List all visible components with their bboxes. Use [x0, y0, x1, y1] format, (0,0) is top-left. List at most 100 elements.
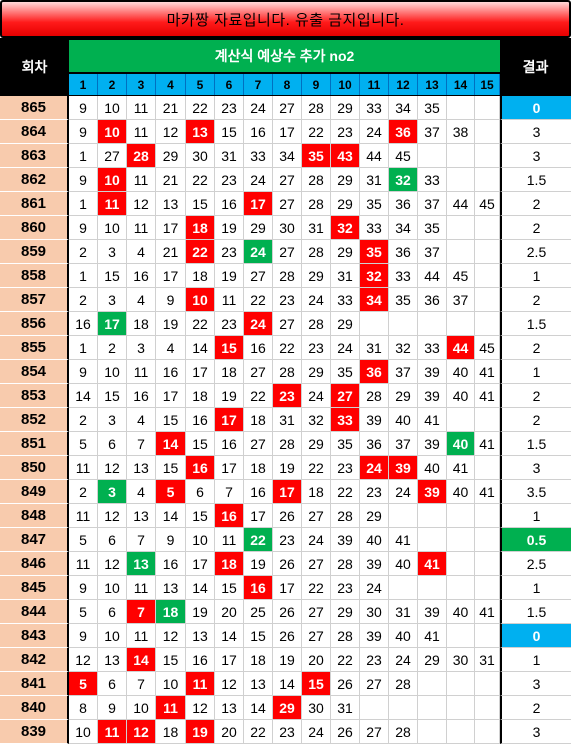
number-cell: 16 [244, 576, 273, 600]
number-cell: 10 [98, 168, 127, 192]
number-cell: 16 [215, 504, 244, 528]
number-cell: 28 [273, 432, 302, 456]
number-cell: 9 [69, 96, 98, 120]
number-cell: 35 [389, 288, 418, 312]
number-cell [447, 144, 475, 168]
table-title: 계산식 예상수 추가 no2 [69, 40, 500, 72]
table-row: 840 8 9 10 11 12 13 14 29 30 31 2 [0, 696, 571, 720]
round-number: 840 [0, 696, 69, 720]
number-cell [475, 312, 500, 336]
round-number: 858 [0, 264, 69, 288]
number-cell: 33 [389, 264, 418, 288]
number-cell: 24 [360, 456, 389, 480]
number-cell: 31 [331, 264, 360, 288]
column-number-12: 12 [389, 74, 418, 95]
number-cell: 9 [156, 288, 186, 312]
round-number: 843 [0, 624, 69, 648]
round-number: 849 [0, 480, 69, 504]
round-number: 863 [0, 144, 69, 168]
number-cell: 30 [186, 144, 215, 168]
number-cell [447, 312, 475, 336]
number-cell: 34 [273, 144, 302, 168]
number-cell: 41 [418, 624, 447, 648]
number-cell: 28 [273, 264, 302, 288]
round-number: 854 [0, 360, 69, 384]
number-cell: 23 [331, 456, 360, 480]
result-cell: 2 [500, 336, 571, 360]
number-cell: 6 [186, 480, 215, 504]
table-row: 861 1 11 12 13 15 16 17 27 28 29 35 36 37 44 45 2 [0, 192, 571, 216]
number-cell: 6 [98, 432, 127, 456]
number-cell: 22 [331, 480, 360, 504]
number-cell [447, 216, 475, 240]
number-cell: 34 [389, 96, 418, 120]
number-cell: 29 [331, 96, 360, 120]
number-cell: 24 [244, 312, 273, 336]
number-cell: 31 [360, 336, 389, 360]
number-cell: 2 [69, 240, 98, 264]
number-cell: 3 [127, 336, 156, 360]
number-cell: 16 [69, 312, 98, 336]
round-number: 850 [0, 456, 69, 480]
number-cell: 41 [475, 360, 500, 384]
round-number: 841 [0, 672, 69, 696]
number-cell: 30 [273, 216, 302, 240]
column-number-5: 5 [186, 74, 215, 95]
number-cell: 3 [98, 288, 127, 312]
column-number-13: 13 [418, 74, 447, 95]
number-cell: 22 [244, 528, 273, 552]
number-cell: 13 [98, 648, 127, 672]
number-cell: 22 [302, 456, 331, 480]
result-cell: 1.5 [500, 168, 571, 192]
number-cell: 23 [273, 384, 302, 408]
number-cell: 36 [360, 432, 389, 456]
number-cell: 7 [127, 528, 156, 552]
number-cell: 18 [244, 456, 273, 480]
number-cell: 16 [244, 336, 273, 360]
number-cell: 15 [186, 432, 215, 456]
number-cell: 29 [331, 192, 360, 216]
result-cell: 2 [500, 384, 571, 408]
number-cell: 22 [302, 120, 331, 144]
table-row: 849 2 3 4 5 6 7 16 17 18 22 23 24 39 40 41 3.5 [0, 480, 571, 504]
number-cell: 11 [69, 552, 98, 576]
number-cell: 10 [98, 96, 127, 120]
number-cell: 10 [127, 696, 156, 720]
column-number-3: 3 [127, 74, 156, 95]
round-number: 851 [0, 432, 69, 456]
number-cell: 40 [447, 360, 475, 384]
result-cell: 3 [500, 120, 571, 144]
number-cell: 12 [186, 696, 215, 720]
number-cell: 24 [389, 480, 418, 504]
number-cell: 20 [215, 600, 244, 624]
number-cell: 1 [69, 144, 98, 168]
number-cell: 26 [331, 720, 360, 744]
round-number: 856 [0, 312, 69, 336]
number-cell: 23 [215, 96, 244, 120]
number-cell: 29 [418, 648, 447, 672]
number-cell: 17 [215, 456, 244, 480]
number-cell: 32 [360, 264, 389, 288]
number-cell: 40 [389, 624, 418, 648]
number-cell: 20 [302, 648, 331, 672]
number-cell [360, 312, 389, 336]
number-cell: 21 [156, 168, 186, 192]
number-cell: 41 [418, 552, 447, 576]
number-cell: 15 [302, 672, 331, 696]
number-cell [475, 288, 500, 312]
number-cell: 23 [273, 288, 302, 312]
number-cell: 14 [69, 384, 98, 408]
number-cell: 14 [127, 648, 156, 672]
number-cell: 16 [186, 456, 215, 480]
table-row: 864 9 10 11 12 13 15 16 17 22 23 24 36 37 38 3 [0, 120, 571, 144]
column-number-7: 7 [244, 74, 273, 95]
number-cell: 24 [302, 528, 331, 552]
number-cell: 18 [244, 648, 273, 672]
column-number-14: 14 [447, 74, 475, 95]
number-cell: 41 [475, 384, 500, 408]
number-cell: 40 [447, 384, 475, 408]
table-row: 862 9 10 11 21 22 23 24 27 28 29 31 32 33 1.5 [0, 168, 571, 192]
number-cell [418, 576, 447, 600]
number-cell [475, 240, 500, 264]
number-cell: 16 [244, 120, 273, 144]
